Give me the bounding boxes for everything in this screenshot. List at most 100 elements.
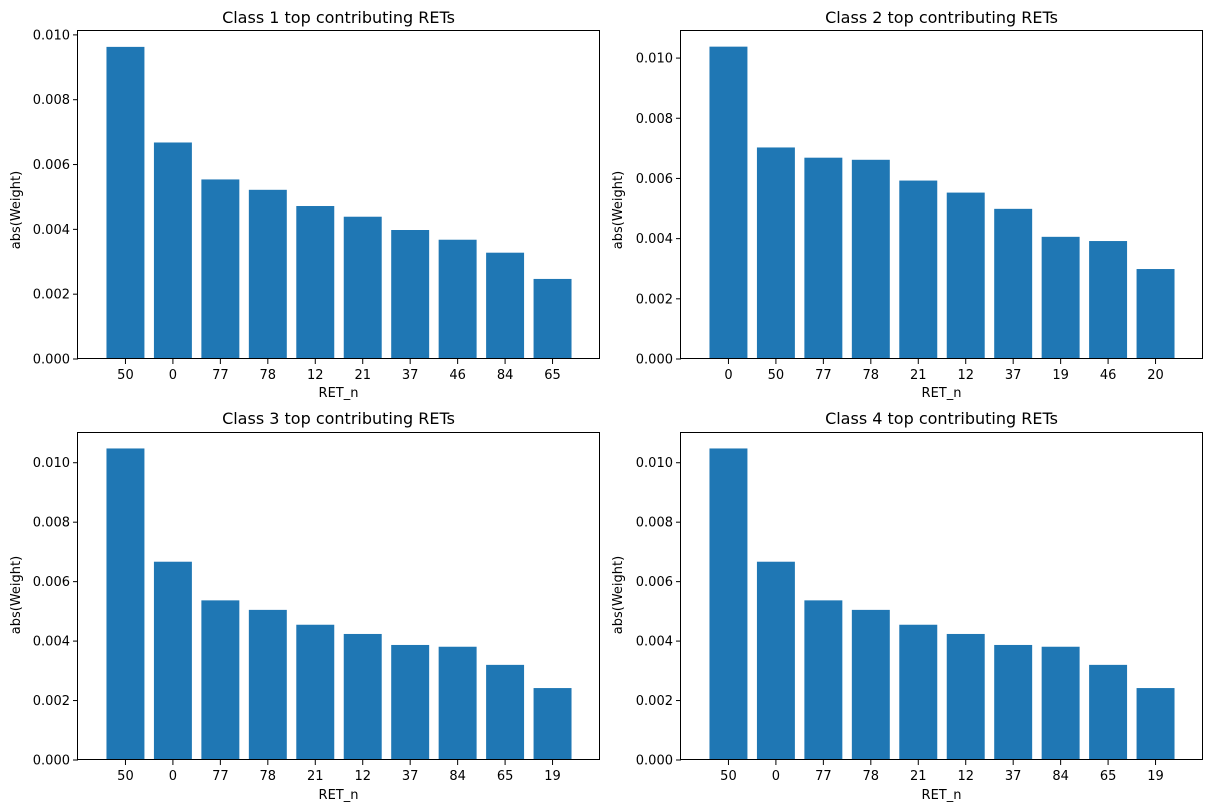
x-tick-label: 46	[1100, 368, 1117, 383]
bar-46	[438, 239, 477, 359]
bar-37	[994, 208, 1033, 359]
x-tick-label: 19	[544, 769, 561, 784]
x-tick-label: 84	[449, 769, 466, 784]
bar-37	[391, 644, 430, 760]
y-tick-label: 0.004	[33, 223, 70, 238]
x-tick-label: 0	[169, 368, 177, 383]
x-tick-label: 12	[957, 368, 974, 383]
chart-panel-class-3: Class 3 top contributing RETs abs(Weight…	[9, 409, 600, 803]
bar-12	[946, 633, 985, 760]
chart-title: Class 3 top contributing RETs	[222, 409, 455, 428]
bar-group	[106, 448, 572, 760]
x-tick-label: 37	[1005, 769, 1022, 784]
x-axis-label: RET_n	[319, 788, 359, 803]
bar-21	[343, 216, 382, 359]
x-tick-label: 0	[724, 368, 732, 383]
x-tick-label: 78	[863, 769, 880, 784]
y-tick-label: 0.010	[636, 52, 673, 67]
bar-19	[533, 688, 572, 760]
y-tick-group: 0.000 0.002 0.004 0.006 0.008 0.010	[33, 28, 78, 368]
bar-12	[946, 192, 985, 359]
x-tick-label: 37	[402, 368, 419, 383]
x-tick-label: 78	[260, 368, 277, 383]
y-tick-label: 0.002	[33, 288, 70, 303]
x-tick-label: 50	[117, 769, 134, 784]
x-tick-label: 37	[1005, 368, 1022, 383]
y-tick-label: 0.010	[33, 456, 70, 471]
y-tick-label: 0.008	[33, 93, 70, 108]
y-tick-label: 0.008	[636, 516, 673, 531]
chart-panel-class-4: Class 4 top contributing RETs abs(Weight…	[611, 409, 1203, 803]
bar-65	[486, 664, 525, 760]
y-axis-label: abs(Weight)	[9, 171, 24, 249]
y-tick-group: 0.000 0.002 0.004 0.006 0.008 0.010	[33, 456, 78, 769]
x-tick-label: 77	[212, 769, 229, 784]
y-tick-group: 0.000 0.002 0.004 0.006 0.008 0.010	[636, 456, 681, 769]
bar-50	[709, 448, 748, 760]
x-tick-label: 12	[307, 368, 324, 383]
x-tick-label: 21	[910, 368, 927, 383]
x-tick-label: 0	[772, 769, 780, 784]
x-tick-label: 84	[1052, 769, 1069, 784]
bar-77	[804, 157, 843, 359]
bar-0	[153, 142, 192, 359]
x-tick-label: 12	[354, 769, 371, 784]
bar-77	[201, 600, 240, 760]
x-tick-label: 78	[863, 368, 880, 383]
y-tick-label: 0.000	[33, 754, 70, 769]
bar-78	[248, 189, 287, 359]
y-tick-label: 0.004	[636, 635, 673, 650]
bar-21	[899, 180, 938, 359]
x-tick-label: 46	[449, 368, 466, 383]
x-tick-label: 65	[497, 769, 514, 784]
chart-panel-class-2: Class 2 top contributing RETs abs(Weight…	[611, 8, 1203, 401]
y-tick-label: 0.002	[636, 292, 673, 307]
y-axis-label: abs(Weight)	[9, 556, 24, 634]
x-tick-group: 50 0 77 78 21 12 37 84 65 19	[117, 760, 561, 784]
chart-title: Class 1 top contributing RETs	[222, 8, 455, 27]
chart-panel-class-1: Class 1 top contributing RETs abs(Weight…	[9, 8, 600, 401]
bar-84	[486, 252, 525, 359]
bar-21	[899, 624, 938, 760]
x-tick-label: 21	[910, 769, 927, 784]
y-tick-label: 0.004	[33, 635, 70, 650]
bar-19	[1136, 688, 1175, 760]
bar-46	[1089, 241, 1128, 359]
chart-title: Class 4 top contributing RETs	[825, 409, 1058, 428]
x-tick-label: 65	[1100, 769, 1117, 784]
chart-title: Class 2 top contributing RETs	[825, 8, 1058, 27]
plot-frame	[77, 30, 600, 359]
x-tick-label: 19	[1052, 368, 1069, 383]
x-tick-label: 20	[1147, 368, 1164, 383]
x-tick-group: 0 50 77 78 21 12 37 19 46 20	[724, 359, 1164, 383]
x-tick-label: 77	[815, 368, 832, 383]
x-tick-label: 21	[354, 368, 371, 383]
plot-frame	[680, 30, 1203, 359]
bar-65	[533, 278, 572, 359]
y-tick-label: 0.008	[33, 516, 70, 531]
bar-78	[851, 609, 890, 760]
bar-group	[709, 448, 1175, 760]
bar-12	[296, 206, 335, 359]
bar-50	[106, 46, 145, 359]
x-tick-label: 77	[815, 769, 832, 784]
y-tick-label: 0.000	[636, 353, 673, 368]
x-axis-label: RET_n	[922, 788, 962, 803]
bar-0	[709, 46, 748, 360]
x-tick-label: 78	[260, 769, 277, 784]
x-tick-label: 37	[402, 769, 419, 784]
x-axis-label: RET_n	[922, 386, 962, 401]
y-tick-label: 0.006	[636, 575, 673, 590]
x-tick-label: 65	[544, 368, 561, 383]
bar-77	[804, 600, 843, 760]
bar-21	[296, 624, 335, 760]
y-tick-label: 0.002	[636, 694, 673, 709]
y-tick-label: 0.000	[33, 353, 70, 368]
bar-77	[201, 179, 240, 359]
x-tick-label: 84	[497, 368, 514, 383]
x-tick-label: 12	[957, 769, 974, 784]
bar-78	[248, 609, 287, 760]
x-tick-group: 50 0 77 78 12 21 37 46 84 65	[117, 359, 561, 383]
y-axis-label: abs(Weight)	[611, 556, 626, 634]
bar-0	[756, 561, 795, 760]
